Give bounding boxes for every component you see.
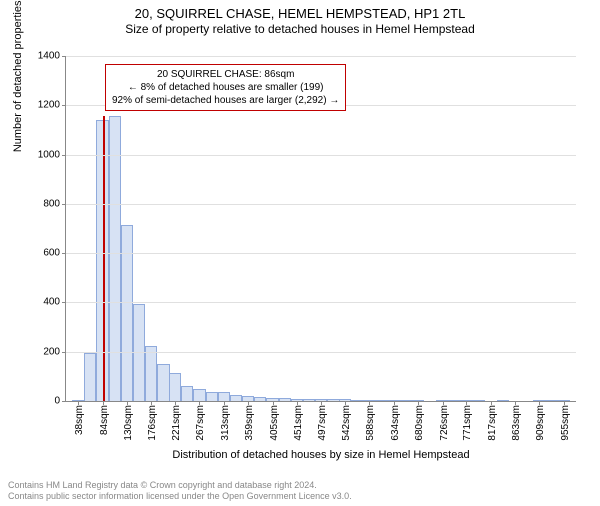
- annotation-callout: 20 SQUIRREL CHASE: 86sqm ← 8% of detache…: [105, 64, 346, 111]
- x-tick-label: 542sqm: [341, 401, 352, 441]
- x-tick-label: 267sqm: [195, 401, 206, 441]
- y-tick-label: 0: [54, 396, 66, 407]
- x-tick-label: 771sqm: [462, 401, 473, 441]
- y-tick-label: 600: [43, 248, 66, 259]
- histogram-bar: [206, 392, 218, 401]
- histogram-bar: [351, 400, 363, 401]
- chart-title: 20, SQUIRREL CHASE, HEMEL HEMPSTEAD, HP1…: [0, 6, 600, 21]
- x-tick-label: 451sqm: [293, 401, 304, 441]
- grid-line: [66, 155, 576, 156]
- grid-line: [66, 253, 576, 254]
- x-tick-label: 817sqm: [487, 401, 498, 441]
- y-tick-label: 1000: [38, 149, 66, 160]
- x-tick-label: 680sqm: [414, 401, 425, 441]
- annotation-line-2: ← 8% of detached houses are smaller (199…: [112, 81, 339, 94]
- histogram-bar: [181, 386, 193, 401]
- histogram-bar: [449, 400, 461, 401]
- histogram-bar: [497, 400, 509, 401]
- histogram-bar: [327, 399, 339, 401]
- histogram-bar: [230, 395, 242, 401]
- histogram-bar: [279, 398, 291, 401]
- x-tick-label: 634sqm: [390, 401, 401, 441]
- histogram-bar: [472, 400, 484, 401]
- y-tick-label: 400: [43, 297, 66, 308]
- histogram-bar: [218, 392, 230, 401]
- histogram-bar: [400, 400, 412, 401]
- x-tick-label: 313sqm: [220, 401, 231, 441]
- x-tick-label: 405sqm: [269, 401, 280, 441]
- x-tick-label: 176sqm: [147, 401, 158, 441]
- histogram-bar: [193, 389, 205, 401]
- y-tick-label: 1400: [38, 51, 66, 62]
- annotation-line-3: 92% of semi-detached houses are larger (…: [112, 94, 339, 107]
- grid-line: [66, 302, 576, 303]
- histogram-bar: [145, 346, 157, 401]
- footer-line-1: Contains HM Land Registry data © Crown c…: [8, 480, 352, 491]
- footer-line-2: Contains public sector information licen…: [8, 491, 352, 502]
- x-tick-label: 130sqm: [123, 401, 134, 441]
- x-axis-label: Distribution of detached houses by size …: [66, 449, 576, 461]
- x-tick-label: 84sqm: [99, 401, 110, 435]
- y-tick-label: 800: [43, 198, 66, 209]
- y-tick-label: 200: [43, 346, 66, 357]
- histogram-bar: [169, 373, 181, 401]
- histogram-bar: [157, 364, 169, 401]
- grid-line: [66, 352, 576, 353]
- x-tick-label: 221sqm: [171, 401, 182, 441]
- grid-line: [66, 204, 576, 205]
- histogram-bar: [121, 225, 133, 401]
- histogram-bar: [84, 353, 96, 401]
- x-tick-label: 497sqm: [317, 401, 328, 441]
- x-tick-label: 863sqm: [511, 401, 522, 441]
- x-tick-label: 955sqm: [560, 401, 571, 441]
- histogram-bar: [376, 400, 388, 401]
- x-tick-label: 359sqm: [244, 401, 255, 441]
- y-tick-label: 1200: [38, 100, 66, 111]
- histogram-bar: [546, 400, 558, 401]
- x-tick-label: 38sqm: [74, 401, 85, 435]
- histogram-bar: [303, 399, 315, 401]
- y-axis-label: Number of detached properties: [12, 1, 24, 153]
- chart-subtitle: Size of property relative to detached ho…: [0, 22, 600, 36]
- grid-line: [66, 56, 576, 57]
- annotation-line-1: 20 SQUIRREL CHASE: 86sqm: [112, 68, 339, 81]
- x-tick-label: 726sqm: [439, 401, 450, 441]
- histogram-bar: [254, 397, 266, 401]
- x-tick-label: 588sqm: [365, 401, 376, 441]
- histogram-bar: [109, 116, 121, 401]
- property-marker-line: [103, 116, 105, 401]
- footer-attribution: Contains HM Land Registry data © Crown c…: [8, 480, 352, 502]
- x-tick-label: 909sqm: [535, 401, 546, 441]
